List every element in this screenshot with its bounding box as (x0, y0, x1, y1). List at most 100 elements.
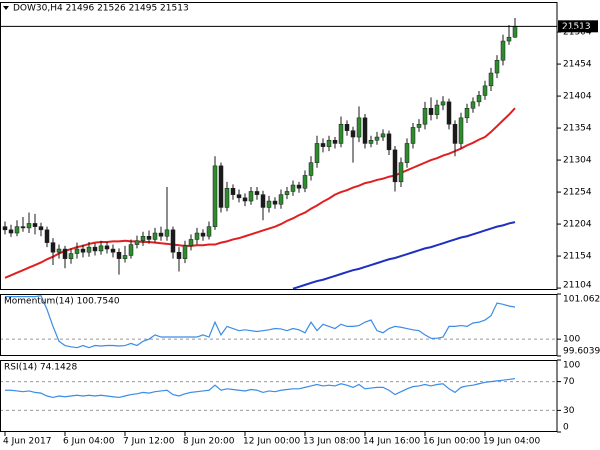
chart-title: DOW30,H4 21496 21526 21495 21513 (13, 4, 189, 14)
candle-body (176, 251, 182, 259)
y-tick-label: 101.0622 (563, 295, 600, 305)
candle-body (482, 85, 488, 96)
candle-body (410, 127, 416, 144)
candle-body (368, 139, 374, 144)
y-tick-label: 70 (563, 377, 575, 387)
candle-body (314, 143, 320, 163)
line (4, 107, 516, 279)
y-tick-label: 99.6039 (563, 347, 600, 357)
candle-body (440, 101, 446, 106)
panel-frame (0, 2, 558, 290)
x-tick-label: 16 Jun 00:00 (423, 437, 480, 447)
candle-body (506, 36, 512, 42)
candle-body (242, 197, 248, 202)
x-tick-label: 4 Jun 2017 (3, 437, 51, 447)
candle-body (248, 191, 254, 202)
candle-body (356, 117, 362, 138)
y-tick-label: 0 (563, 423, 569, 433)
last-price-box (558, 20, 598, 33)
menu-arrow (3, 6, 9, 10)
line (292, 221, 516, 290)
candle-body (278, 194, 284, 205)
candle-body (182, 245, 188, 259)
y-tick-label: 21354 (563, 124, 592, 134)
candle-body (326, 139, 332, 147)
candle-body (128, 244, 134, 256)
candle-body (338, 123, 344, 144)
candle-body (290, 184, 296, 192)
candle-body (92, 246, 98, 252)
line (5, 378, 516, 399)
candle-body (344, 123, 350, 131)
panel-2 (0, 378, 557, 411)
candle-body (416, 123, 422, 128)
candle-body (452, 123, 458, 144)
candle-body (104, 245, 110, 250)
candle-body (398, 162, 404, 183)
candle-body (464, 107, 470, 119)
candle-body (308, 162, 314, 176)
candle-body (56, 248, 62, 253)
candle-body (362, 117, 368, 144)
y-tick-label: 21204 (563, 220, 592, 230)
candle-body (122, 255, 128, 259)
x-tick-label: 13 Jun 08:00 (303, 437, 360, 447)
candle-body (26, 223, 32, 229)
candle-body (488, 72, 494, 87)
candle-body (296, 184, 302, 189)
y-tick-label: 21404 (563, 92, 592, 102)
x-tick-label: 8 Jun 20:00 (183, 437, 235, 447)
candle-body (32, 223, 38, 227)
candle-body (110, 248, 116, 253)
candle-body (2, 226, 8, 231)
candle-body (470, 101, 476, 109)
candle-body (236, 194, 242, 199)
candle-body (218, 165, 224, 208)
candle-body (14, 226, 20, 234)
candle-body (140, 235, 146, 241)
y-tick-label: 21454 (563, 60, 592, 70)
y-tick-label: 21304 (563, 156, 592, 166)
last-price-label: 21513 (562, 22, 591, 32)
indicator-title: Momentum(14) 100.7540 (4, 297, 120, 307)
y-tick-label: 100 (563, 335, 580, 345)
candle-body (272, 200, 278, 205)
candle-body (266, 200, 272, 208)
candle-body (230, 187, 236, 195)
candle-body (224, 187, 230, 208)
candle-body (254, 191, 260, 195)
candle-body (38, 226, 44, 231)
y-tick-label: 30 (563, 406, 575, 416)
candle-body (134, 240, 140, 245)
candle-body (500, 40, 506, 61)
candle-body (446, 101, 452, 125)
candle-body (434, 104, 440, 115)
y-tick-label: 21504 (563, 28, 592, 38)
candle-body (158, 232, 164, 237)
panel-0 (2, 18, 518, 290)
candle-body (332, 139, 338, 144)
x-tick-label: 12 Jun 00:00 (243, 437, 300, 447)
y-tick-label: 21154 (563, 252, 592, 262)
candle-body (512, 26, 518, 38)
candle-body (380, 133, 386, 138)
candle-body (98, 245, 104, 252)
candle-body (146, 235, 152, 240)
candle-body (422, 107, 428, 125)
candle-body (116, 251, 122, 259)
candle-body (284, 191, 290, 195)
y-tick-label: 21254 (563, 188, 592, 198)
candle-body (62, 248, 68, 259)
candle-body (20, 226, 26, 229)
candle-body (476, 95, 482, 103)
candle-body (392, 149, 398, 183)
x-tick-label: 14 Jun 16:00 (363, 437, 420, 447)
candle-body (260, 194, 266, 208)
panel-frame (0, 294, 558, 356)
candle-body (206, 226, 212, 237)
candle-body (164, 229, 170, 237)
panel-1 (0, 295, 557, 349)
candle-body (8, 229, 14, 234)
candle-body (494, 59, 500, 74)
